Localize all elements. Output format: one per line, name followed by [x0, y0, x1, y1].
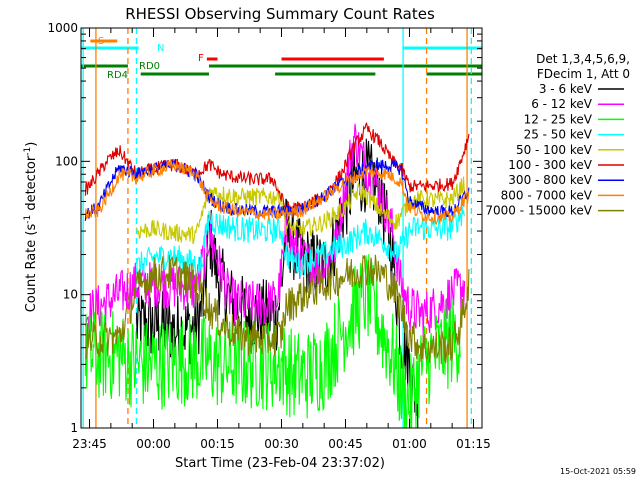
flag-label-rd4: RD4: [107, 70, 128, 81]
x-tick-label: 00:00: [136, 437, 171, 451]
y-tick-label: 1000: [47, 21, 78, 35]
legend-label: 12 - 25 keV: [524, 112, 593, 126]
legend-label: 300 - 800 keV: [508, 173, 592, 187]
axes: 1 10 100 1000 23:45 00:00 00:15 00:30 00:45 01:00…: [47, 21, 490, 451]
legend-label: 7000 - 15000 keV: [485, 204, 592, 218]
legend-header-line-1: Det 1,3,4,5,6,9,: [536, 52, 630, 66]
x-tick-label: 01:00: [392, 437, 427, 451]
legend-label: 25 - 50 keV: [524, 128, 593, 142]
series-lines: [84, 122, 470, 429]
y-axis-label: Count Rate (s-1 detector-1): [23, 142, 39, 313]
series-line-3: [84, 254, 461, 429]
x-tick-label: 00:30: [264, 437, 299, 451]
legend-label: 50 - 100 keV: [516, 143, 593, 157]
x-tick-label: 23:45: [72, 437, 107, 451]
y-axis-label-sup1: -1: [23, 215, 33, 224]
chart-title: RHESSI Observing Summary Count Rates: [125, 5, 435, 23]
series-line-2: [84, 123, 466, 338]
series-line-4: [135, 206, 465, 278]
legend: Det 1,3,4,5,6,9, FDecim 1, Att 0 3 - 6 k…: [485, 52, 630, 218]
y-axis-label-sup2: -1: [23, 147, 33, 156]
legend-label: 800 - 7000 keV: [501, 188, 593, 202]
y-tick-label: 100: [55, 154, 78, 168]
y-axis-label-mid: detector: [24, 155, 39, 215]
y-axis-label-end: ): [24, 142, 39, 147]
flag-label-night: N: [157, 43, 164, 54]
series-line-9: [84, 254, 470, 365]
flag-label-rd0: RD0: [139, 61, 160, 72]
flag-label-flare: F: [198, 53, 204, 64]
y-tick-label: 10: [63, 288, 78, 302]
x-axis-label: Start Time (23-Feb-04 23:37:02): [175, 456, 385, 471]
x-tick-label: 00:15: [200, 437, 235, 451]
y-tick-label: 1: [70, 421, 78, 435]
x-tick-label: 01:15: [456, 437, 491, 451]
legend-header-line-2: FDecim 1, Att 0: [537, 67, 630, 81]
legend-label: 6 - 12 keV: [531, 97, 593, 111]
generated-timestamp: 15-Oct-2021 05:59: [560, 467, 636, 476]
y-axis-label-main: Count Rate (s: [24, 224, 39, 313]
x-tick-label: 00:45: [328, 437, 363, 451]
legend-label: 3 - 6 keV: [539, 82, 593, 96]
series-line-8: [84, 158, 470, 226]
observing-flag-bars: S N F RD0 RD4: [81, 36, 482, 81]
flag-label-saa: S: [98, 36, 104, 47]
legend-label: 100 - 300 keV: [508, 158, 592, 172]
